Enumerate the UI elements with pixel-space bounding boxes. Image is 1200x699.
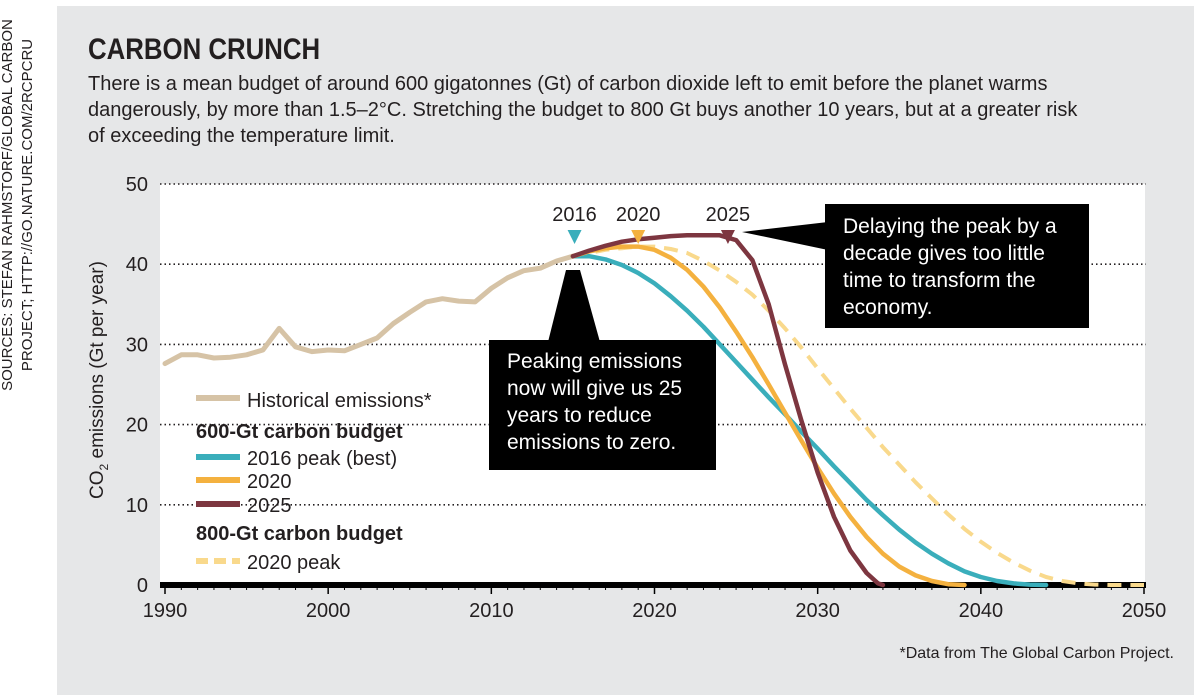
y-tick-label-50: 50: [126, 174, 148, 196]
series-line-historical: [162, 253, 576, 367]
callout-peak-now-text: Peaking emissions now will give us 25 ye…: [507, 350, 683, 454]
x-tick-label-2020: 2020: [632, 600, 677, 622]
legend-2016-label: 2016 peak (best): [247, 448, 398, 470]
x-tick-label-2000: 2000: [306, 600, 351, 622]
y-tick-label-20: 20: [126, 415, 148, 437]
x-tick-label-2030: 2030: [795, 600, 840, 622]
y-tick-label-30: 30: [126, 334, 148, 356]
chart-title: CARBON CRUNCH: [88, 33, 321, 66]
x-tick-label-1990: 1990: [143, 600, 188, 622]
x-tick-label-2010: 2010: [469, 600, 514, 622]
peak-marker-label-2025: 2025: [706, 204, 751, 226]
footnote: *Data from The Global Carbon Project.: [899, 645, 1175, 662]
callout-peak-now: Peaking emissions now will give us 25 ye…: [489, 340, 716, 470]
callout-delay-pointer: [742, 222, 828, 250]
x-tick-label-2050: 2050: [1122, 600, 1167, 622]
legend-2020-800-label: 2020 peak: [247, 552, 341, 574]
y-tick-label-0: 0: [137, 575, 148, 597]
legend-historical-label: Historical emissions*: [247, 390, 432, 412]
callout-peak-now-pointer: [548, 270, 600, 342]
y-tick-label-40: 40: [126, 254, 148, 276]
peak-marker-label-2020: 2020: [616, 204, 661, 226]
peak-marker-label-2016: 2016: [552, 204, 597, 226]
callout-delay: Delaying the peak by a decade gives too …: [825, 204, 1089, 328]
peak-marker-2025-icon: [720, 230, 735, 244]
legend-2020-label: 2020: [247, 471, 292, 493]
legend-2025-label: 2025: [247, 495, 292, 517]
series-line-peak_2025: [570, 233, 886, 588]
legend-600-heading: 600-Gt carbon budget: [196, 421, 403, 443]
callout-delay-text: Delaying the peak by a decade gives too …: [843, 215, 1057, 319]
chart-subtitle: There is a mean budget of around 600 gig…: [88, 73, 1078, 147]
series-line-peak_2020_800: [572, 244, 1144, 587]
y-tick-label-10: 10: [126, 495, 148, 517]
x-tick-label-2040: 2040: [959, 600, 1004, 622]
peak-marker-2016-icon: [567, 230, 582, 244]
series-line-peak_2020: [570, 244, 967, 588]
peak-marker-2020-icon: [631, 230, 646, 244]
legend-800-heading: 800-Gt carbon budget: [196, 523, 403, 545]
